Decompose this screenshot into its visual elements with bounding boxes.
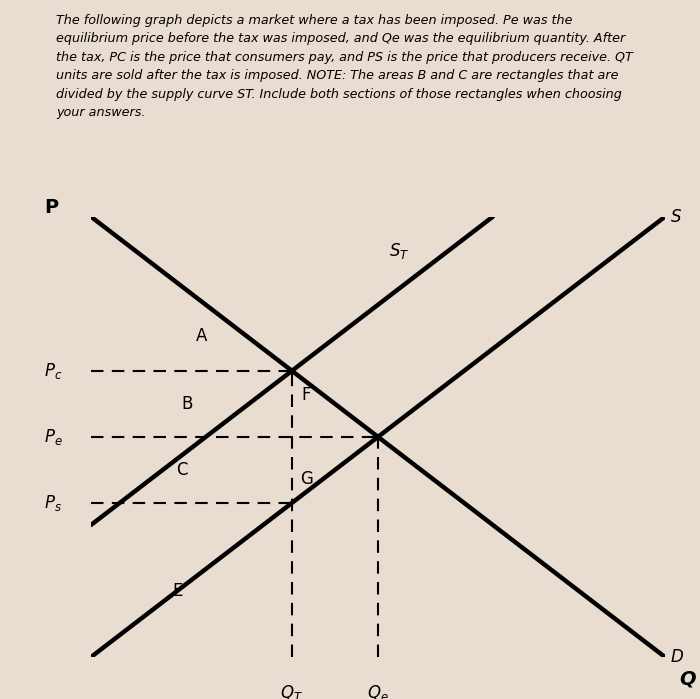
Text: $Q_T$: $Q_T$	[281, 684, 303, 699]
Text: $S_T$: $S_T$	[389, 240, 410, 261]
Text: C: C	[176, 461, 187, 479]
Text: E: E	[172, 582, 183, 600]
Text: The following graph depicts a market where a tax has been imposed. Pe was the
eq: The following graph depicts a market whe…	[56, 14, 633, 120]
Text: $P_c$: $P_c$	[44, 361, 62, 381]
Text: G: G	[300, 470, 313, 488]
Text: $P_e$: $P_e$	[43, 427, 62, 447]
Text: P: P	[44, 199, 58, 217]
Text: B: B	[182, 395, 193, 413]
Text: S: S	[671, 208, 681, 226]
Text: D: D	[671, 648, 683, 666]
Text: $P_s$: $P_s$	[45, 493, 62, 513]
Text: A: A	[196, 327, 207, 345]
Text: Q: Q	[680, 670, 696, 689]
Text: $Q_e$: $Q_e$	[367, 684, 389, 699]
Text: F: F	[302, 386, 311, 404]
